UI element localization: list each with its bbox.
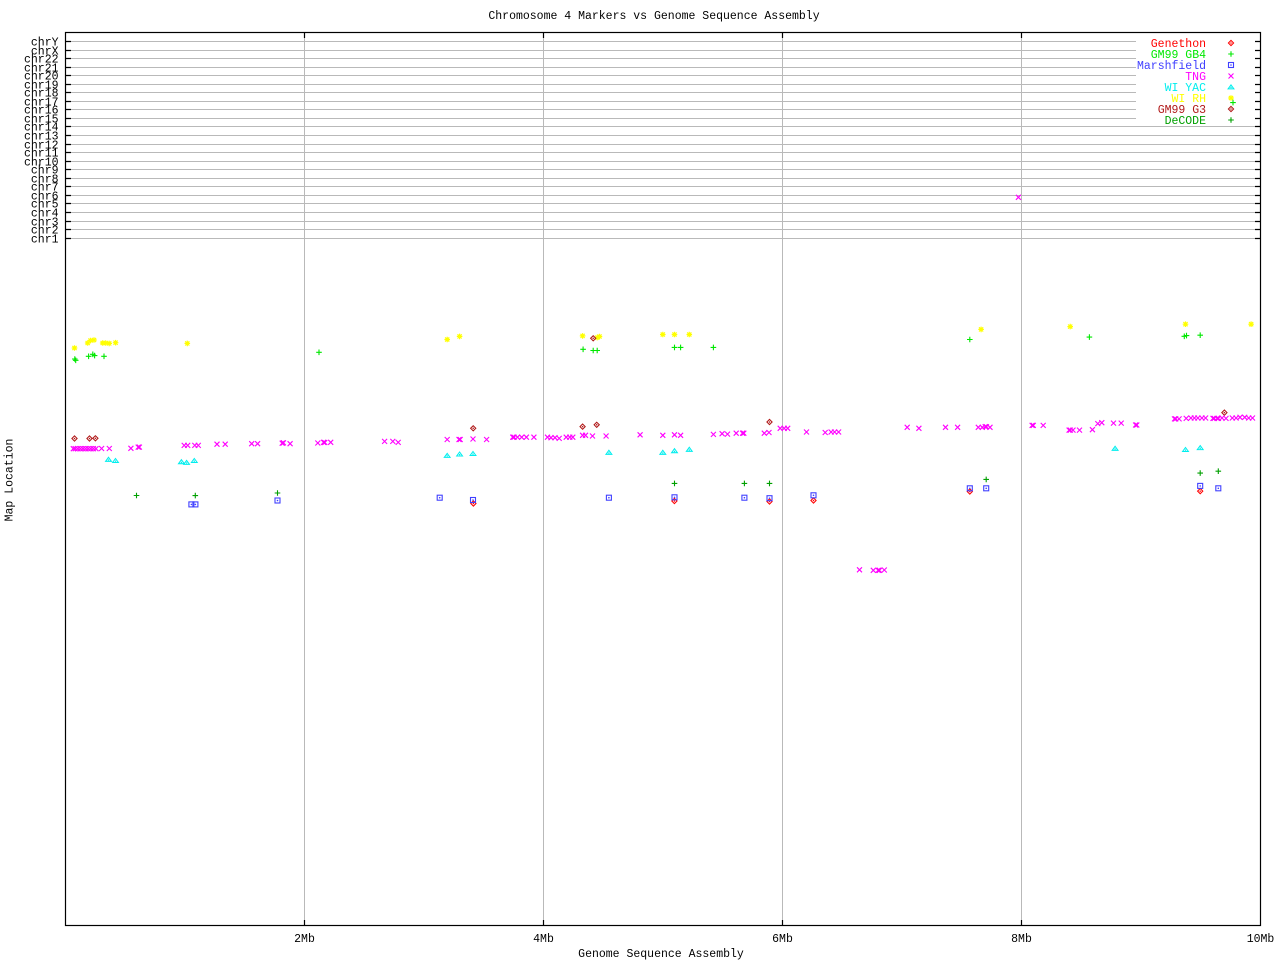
svg-text:chrX: chrX xyxy=(31,46,59,59)
svg-text:WI YAC: WI YAC xyxy=(1165,82,1207,95)
svg-text:DeCODE: DeCODE xyxy=(1165,115,1207,128)
svg-text:WI RH: WI RH xyxy=(1171,93,1206,106)
svg-text:chr17: chr17 xyxy=(24,97,59,110)
svg-text:chrY: chrY xyxy=(31,37,59,50)
svg-text:chr4: chr4 xyxy=(31,208,59,221)
svg-text:chr20: chr20 xyxy=(24,71,59,84)
svg-text:chr11: chr11 xyxy=(24,148,59,161)
svg-text:GM99 GB4: GM99 GB4 xyxy=(1151,49,1206,62)
svg-text:chr3: chr3 xyxy=(31,217,59,230)
svg-text:chr15: chr15 xyxy=(24,114,59,127)
svg-text:Genome Sequence Assembly: Genome Sequence Assembly xyxy=(578,948,744,960)
svg-text:chr2: chr2 xyxy=(31,225,59,238)
svg-text:6Mb: 6Mb xyxy=(772,933,793,946)
svg-text:GM99 G3: GM99 G3 xyxy=(1158,104,1206,117)
svg-text:chr10: chr10 xyxy=(24,157,59,170)
svg-text:2Mb: 2Mb xyxy=(294,933,315,946)
svg-text:chr12: chr12 xyxy=(24,140,59,153)
svg-text:chr19: chr19 xyxy=(24,80,59,93)
svg-text:chr22: chr22 xyxy=(24,54,59,67)
svg-text:chr5: chr5 xyxy=(31,199,59,212)
svg-text:chr1: chr1 xyxy=(31,234,59,247)
svg-text:chr6: chr6 xyxy=(31,191,59,204)
svg-text:TNG: TNG xyxy=(1185,71,1206,84)
svg-text:chr7: chr7 xyxy=(31,182,59,195)
svg-text:chr8: chr8 xyxy=(31,174,59,187)
svg-text:Marshfield: Marshfield xyxy=(1137,60,1206,73)
svg-text:chr18: chr18 xyxy=(24,88,59,101)
svg-text:Genethon: Genethon xyxy=(1151,38,1206,51)
svg-text:4Mb: 4Mb xyxy=(533,933,554,946)
svg-text:chr9: chr9 xyxy=(31,165,59,178)
svg-text:chr21: chr21 xyxy=(24,63,59,76)
svg-text:10Mb: 10Mb xyxy=(1247,933,1275,946)
svg-text:chr14: chr14 xyxy=(24,122,59,135)
svg-text:8Mb: 8Mb xyxy=(1011,933,1032,946)
svg-text:Chromosome 4 Markers vs Genome: Chromosome 4 Markers vs Genome Sequence … xyxy=(488,10,819,23)
svg-text:chr13: chr13 xyxy=(24,131,59,144)
svg-text:chr16: chr16 xyxy=(24,105,59,118)
svg-text:Map Location: Map Location xyxy=(4,439,17,522)
